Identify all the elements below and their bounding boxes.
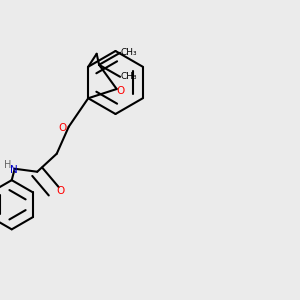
Text: N: N (10, 165, 18, 175)
Text: O: O (56, 186, 64, 196)
Text: CH₃: CH₃ (120, 72, 137, 81)
Text: O: O (58, 123, 67, 133)
Text: CH₃: CH₃ (120, 48, 137, 57)
Text: O: O (116, 86, 124, 96)
Text: H: H (4, 160, 11, 170)
